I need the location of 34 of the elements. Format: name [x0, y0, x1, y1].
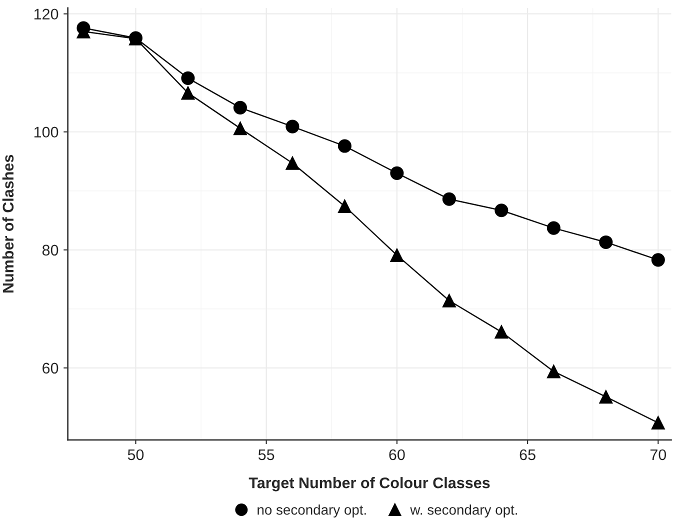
- point: [599, 235, 613, 249]
- legend-label: no secondary opt.: [258, 504, 366, 518]
- x-tick-label: 55: [258, 449, 274, 460]
- y-axis-title: Number of Clashes: [2, 154, 14, 293]
- point: [286, 156, 300, 170]
- point: [442, 192, 456, 206]
- y-tick-label: 60: [42, 362, 58, 374]
- legend-label: w. secondary opt.: [410, 504, 517, 518]
- point: [546, 364, 560, 378]
- point: [338, 199, 352, 213]
- x-tick-label: 50: [128, 449, 144, 460]
- point: [233, 122, 247, 136]
- point: [494, 325, 508, 339]
- point: [181, 86, 195, 100]
- point: [233, 100, 247, 114]
- point: [390, 248, 404, 262]
- point: [442, 294, 456, 308]
- y-tick-label: 80: [42, 244, 58, 256]
- point: [546, 221, 560, 235]
- point: [338, 139, 352, 153]
- point: [286, 120, 300, 134]
- point: [181, 71, 195, 85]
- x-tick-label: 60: [389, 449, 405, 460]
- x-tick-label: 70: [650, 449, 666, 460]
- x-axis-title: Target Number of Colour Classes: [248, 477, 490, 492]
- x-tick-label: 65: [520, 449, 536, 460]
- point: [651, 416, 665, 430]
- point: [651, 253, 665, 267]
- y-tick-label: 120: [34, 8, 58, 20]
- y-tick-label: 100: [34, 126, 58, 138]
- point: [599, 390, 613, 404]
- point: [390, 166, 404, 180]
- point: [494, 204, 508, 218]
- point: [76, 21, 90, 35]
